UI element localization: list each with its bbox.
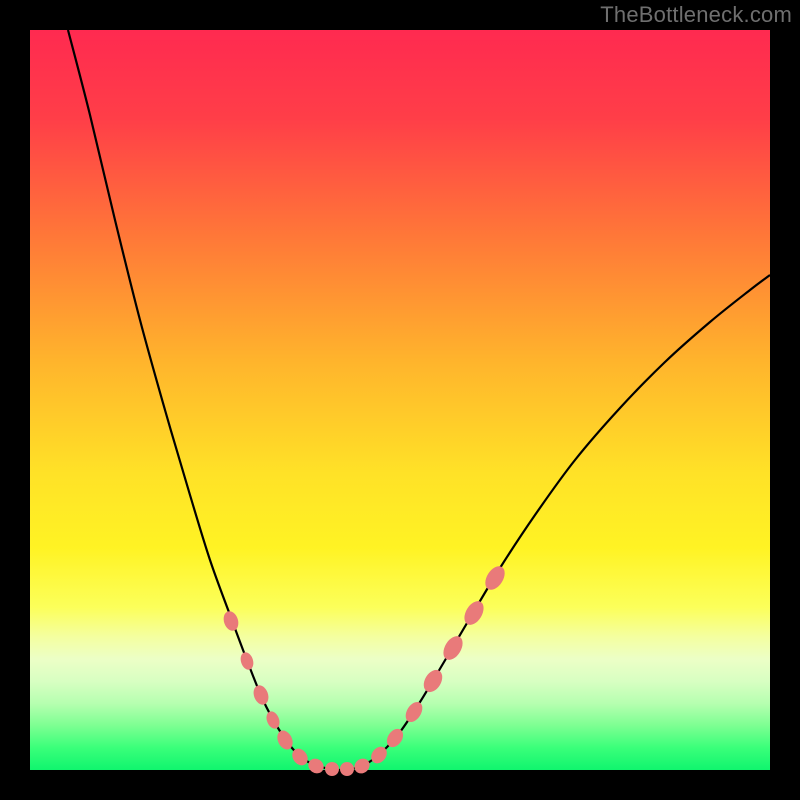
chart-figure: TheBottleneck.com: [0, 0, 800, 800]
gradient-background: [30, 30, 770, 770]
watermark-text: TheBottleneck.com: [600, 2, 792, 28]
